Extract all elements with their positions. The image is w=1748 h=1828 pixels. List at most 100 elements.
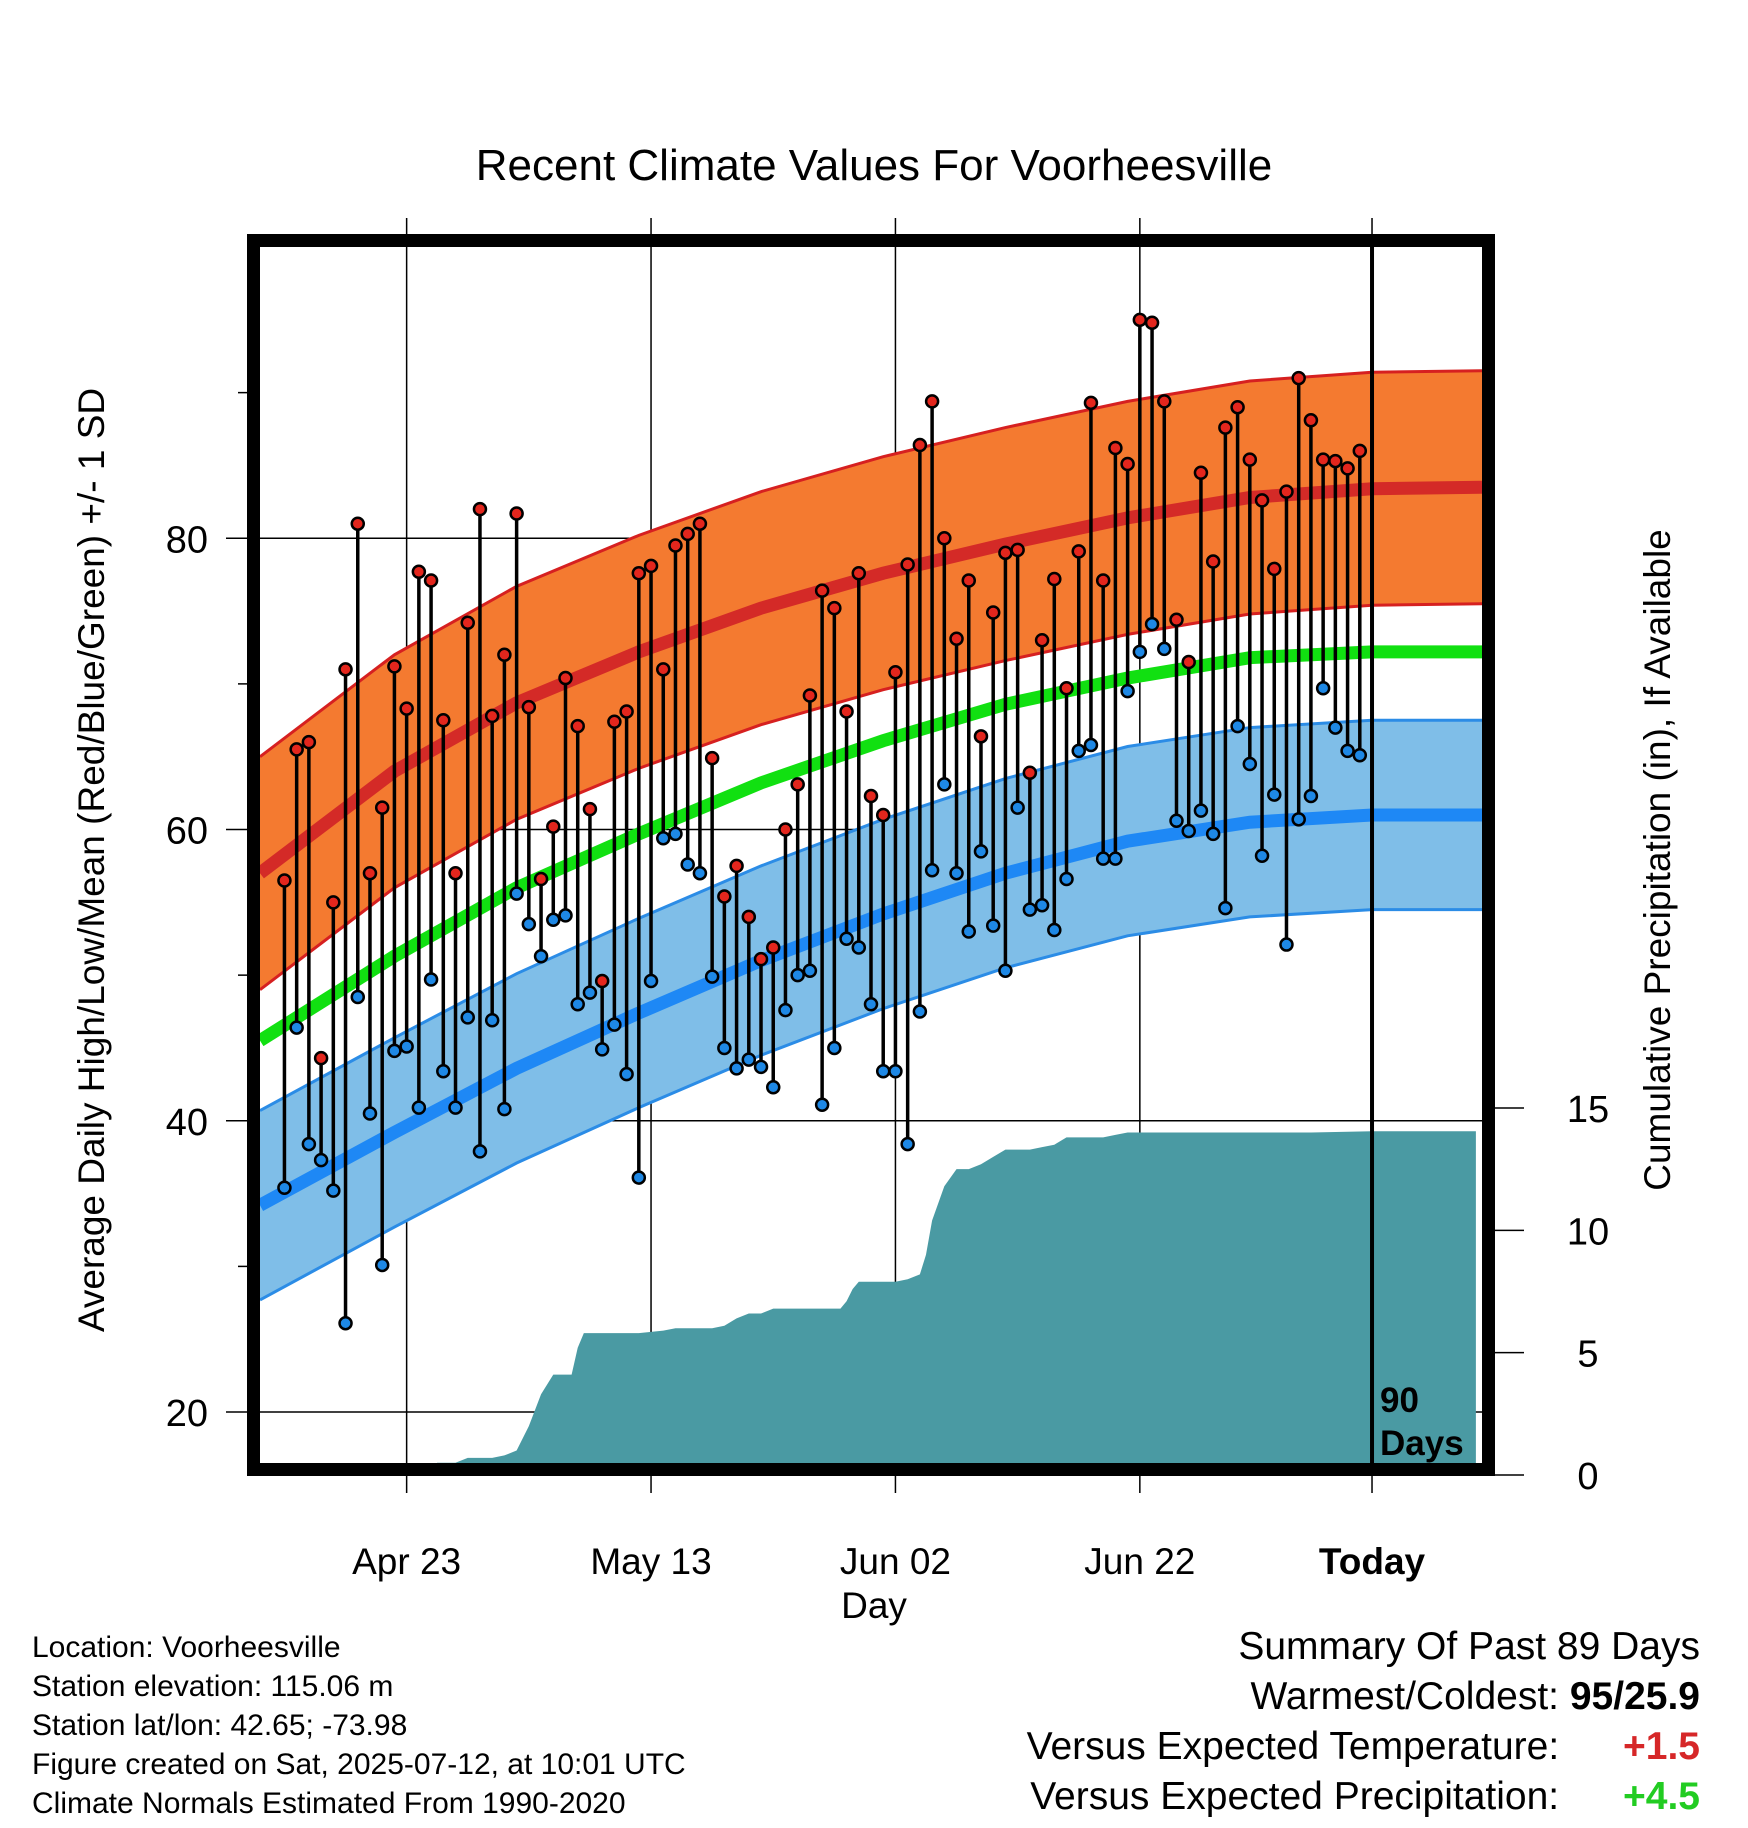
low-point xyxy=(570,997,585,1012)
high-point xyxy=(423,573,439,588)
low-point xyxy=(1022,902,1038,917)
low-point xyxy=(594,1042,610,1057)
low-point xyxy=(1230,718,1245,734)
high-point xyxy=(924,394,940,409)
high-point xyxy=(985,605,1001,620)
low-point xyxy=(313,1152,329,1168)
high-point xyxy=(374,800,390,815)
y2-tick-label: 10 xyxy=(1567,1211,1609,1253)
low-point xyxy=(448,1100,463,1115)
low-point xyxy=(399,1039,414,1054)
elevation-text: Station elevation: 115.06 m xyxy=(32,1670,394,1703)
high-point xyxy=(1328,453,1343,469)
high-point xyxy=(436,713,451,728)
warmest-coldest-label: Warmest/Coldest: xyxy=(1250,1675,1560,1718)
high-point xyxy=(1242,452,1258,467)
summary-panel: Summary Of Past 89 Days Warmest/Coldest:… xyxy=(1027,1622,1700,1822)
high-point xyxy=(778,822,793,837)
low-point xyxy=(1328,720,1343,735)
high-point xyxy=(411,564,427,580)
created-text: Figure created on Sat, 2025-07-12, at 10… xyxy=(32,1748,686,1781)
high-point xyxy=(1315,452,1331,467)
low-point xyxy=(338,1315,353,1331)
low-point xyxy=(558,908,573,923)
low-point xyxy=(1059,871,1074,887)
low-point xyxy=(1315,681,1331,696)
x-axis-label: Day xyxy=(841,1585,907,1626)
low-point xyxy=(656,831,671,846)
high-point xyxy=(1108,440,1123,456)
high-point xyxy=(802,688,818,703)
precip-anomaly-value: +4.5 xyxy=(1623,1775,1700,1818)
high-point xyxy=(313,1050,329,1066)
high-point xyxy=(790,777,805,792)
normal-mean-line xyxy=(260,645,1482,1047)
y2-tick-label: 15 xyxy=(1567,1089,1609,1131)
high-point xyxy=(582,801,598,817)
high-point xyxy=(484,708,500,724)
low-point xyxy=(1242,756,1258,772)
high-point xyxy=(717,889,732,904)
high-point xyxy=(1169,612,1184,628)
high-point xyxy=(765,940,781,955)
high-point xyxy=(631,565,647,581)
high-point xyxy=(1071,544,1086,559)
high-point xyxy=(900,557,915,572)
high-sd-lower-edge xyxy=(260,602,1482,991)
low-point xyxy=(1193,803,1209,818)
low-point xyxy=(1279,937,1294,952)
low-point xyxy=(1010,800,1025,815)
low-point xyxy=(1267,787,1282,802)
low-point xyxy=(460,1010,475,1025)
low-point xyxy=(1120,683,1135,699)
low-point xyxy=(1095,851,1111,866)
y-tick-label: 20 xyxy=(166,1393,208,1435)
y2-axis-label: Cumulative Precipitation (in), If Availa… xyxy=(1637,529,1678,1191)
low-point xyxy=(1181,823,1196,839)
low-point xyxy=(1157,641,1172,657)
high-point xyxy=(301,734,317,750)
low-point xyxy=(1144,616,1160,632)
high-point xyxy=(668,538,683,553)
latlon-text: Station lat/lon: 42.65; -73.98 xyxy=(32,1709,408,1742)
high-point xyxy=(448,865,463,881)
high-point xyxy=(1181,654,1196,670)
chart-title: Recent Climate Values For Voorheesville xyxy=(476,141,1272,190)
high-point xyxy=(1047,571,1062,587)
high-point xyxy=(1083,395,1099,411)
low-point xyxy=(717,1040,732,1056)
low-point xyxy=(839,931,854,946)
low-point xyxy=(1083,737,1099,753)
temp-anomaly-row: Versus Expected Temperature: +1.5 xyxy=(1027,1722,1700,1772)
high-point xyxy=(704,750,720,766)
low-point xyxy=(924,863,940,878)
high-sd-upper-edge xyxy=(260,369,1482,758)
low-point xyxy=(1254,848,1270,863)
warmest-value: 95 xyxy=(1569,1675,1614,1718)
low-point xyxy=(472,1144,488,1159)
plot-area: 90 Days Apr 23 May 13 Jun 02 Jun 22 Today 20 40 6… xyxy=(166,218,1609,1582)
climate-chart: Recent Climate Values For Voorheesville … xyxy=(71,141,1678,1626)
low-point xyxy=(411,1100,427,1115)
coldest-value: /25.9 xyxy=(1613,1675,1700,1718)
low-point xyxy=(546,912,561,928)
high-point xyxy=(1034,632,1050,648)
low-point xyxy=(827,1040,842,1056)
low-point xyxy=(888,1064,903,1079)
high-point xyxy=(1352,443,1368,459)
high-point xyxy=(326,895,341,910)
high-point xyxy=(839,704,854,719)
high-point xyxy=(533,871,549,887)
low-point xyxy=(912,1004,928,1019)
high-point xyxy=(1120,456,1135,472)
high-point xyxy=(656,662,671,677)
high-point xyxy=(643,558,659,574)
high-point xyxy=(1193,465,1209,480)
high-point xyxy=(1279,484,1294,499)
y2-tick-label: 0 xyxy=(1577,1456,1598,1498)
temp-anomaly-value: +1.5 xyxy=(1623,1725,1700,1768)
high-point xyxy=(289,742,304,757)
low-point xyxy=(1132,644,1148,660)
low-point xyxy=(1071,743,1086,759)
x-tick-label: May 13 xyxy=(590,1541,711,1582)
